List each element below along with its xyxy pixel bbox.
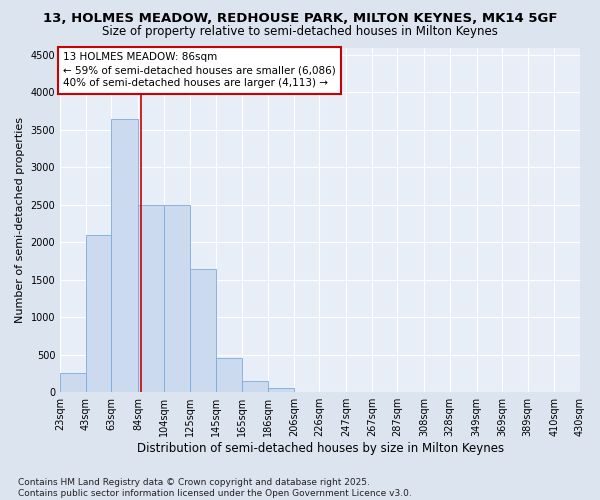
Text: Contains HM Land Registry data © Crown copyright and database right 2025.
Contai: Contains HM Land Registry data © Crown c… — [18, 478, 412, 498]
Bar — [60, 374, 86, 392]
Bar — [190, 268, 216, 392]
Bar — [111, 118, 138, 392]
Bar — [86, 235, 111, 392]
Bar — [242, 381, 268, 392]
X-axis label: Distribution of semi-detached houses by size in Milton Keynes: Distribution of semi-detached houses by … — [137, 442, 503, 455]
Bar — [138, 205, 164, 392]
Bar — [268, 388, 294, 392]
Text: 13 HOLMES MEADOW: 86sqm
← 59% of semi-detached houses are smaller (6,086)
40% of: 13 HOLMES MEADOW: 86sqm ← 59% of semi-de… — [63, 52, 335, 88]
Text: 13, HOLMES MEADOW, REDHOUSE PARK, MILTON KEYNES, MK14 5GF: 13, HOLMES MEADOW, REDHOUSE PARK, MILTON… — [43, 12, 557, 26]
Text: Size of property relative to semi-detached houses in Milton Keynes: Size of property relative to semi-detach… — [102, 25, 498, 38]
Bar — [164, 205, 190, 392]
Bar — [216, 358, 242, 392]
Y-axis label: Number of semi-detached properties: Number of semi-detached properties — [15, 117, 25, 323]
